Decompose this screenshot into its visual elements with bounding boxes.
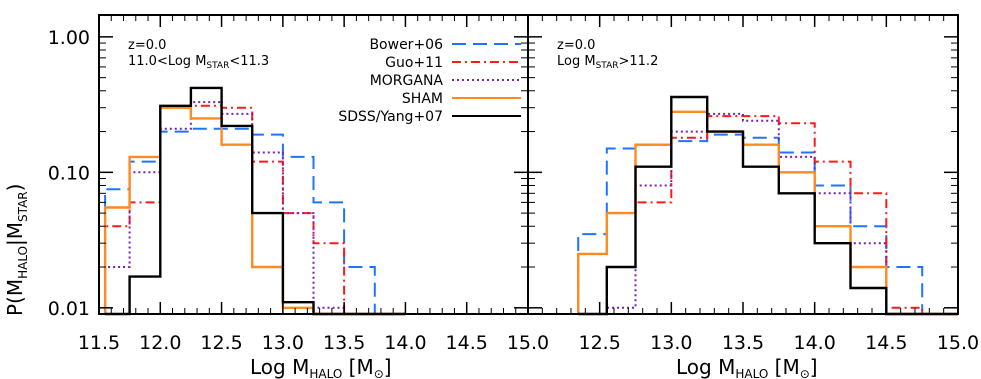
legend: Bower+06 Guo+11 MORGANA SHAM SDSS/Yang+07: [338, 37, 521, 125]
right-panel: 12.5 13.0 13.5 14.0 14.5 15.0: [527, 14, 979, 354]
series-sham-left: [103, 106, 406, 316]
x-tick-label: 14.0: [384, 332, 426, 354]
x-tick-label: 14.5: [446, 332, 488, 354]
legend-label: SDSS/Yang+07: [338, 109, 443, 125]
series-sdss-yang-07-right: [578, 95, 958, 316]
annotation-mass-bin-left: 11.0<Log MSTAR<11.3: [128, 54, 269, 71]
series-morgana-left: [104, 101, 406, 315]
left-panel: 11.5 12.0 12.5 13.0 13.5 14.0 14.5 15.0 1.00 0.10…: [48, 14, 549, 354]
x-tick-label: 12.5: [579, 332, 621, 354]
annotation-redshift-left: z=0.0: [128, 38, 166, 53]
x-axis-label-left: Log MHALO [M⊙]: [250, 355, 392, 379]
legend-label: Guo+11: [385, 55, 443, 71]
y-tick-label: 0.01: [48, 298, 90, 320]
x-tick-label: 12.5: [200, 332, 242, 354]
annotation-mass-bin-right: Log MSTAR>11.2: [557, 54, 658, 71]
y-axis-label: P(MHALO|MSTAR): [3, 184, 30, 316]
x-tick-label: 15.0: [507, 332, 549, 354]
x-tick-label: 12.0: [139, 332, 181, 354]
legend-label: MORGANA: [370, 73, 444, 89]
legend-label: SHAM: [402, 91, 443, 107]
series-morgana-right: [578, 112, 958, 315]
x-tick-label: 15.0: [937, 332, 979, 354]
x-tick-label: 13.0: [650, 332, 692, 354]
annotation-redshift-right: z=0.0: [557, 38, 595, 53]
x-tick-label: 14.5: [865, 332, 907, 354]
x-axis-label-right: Log MHALO [M⊙]: [676, 355, 818, 379]
x-tick-label: 13.0: [262, 332, 304, 354]
series-guo-11-left: [104, 104, 406, 315]
x-tick-label: 13.5: [722, 332, 764, 354]
x-tick-label: 13.5: [323, 332, 365, 354]
y-tick-label: 1.00: [48, 27, 90, 49]
x-tick-label: 11.5: [78, 332, 120, 354]
y-tick-label: 0.10: [48, 162, 90, 184]
x-tick-label: 14.0: [794, 332, 836, 354]
legend-label: Bower+06: [369, 37, 443, 53]
